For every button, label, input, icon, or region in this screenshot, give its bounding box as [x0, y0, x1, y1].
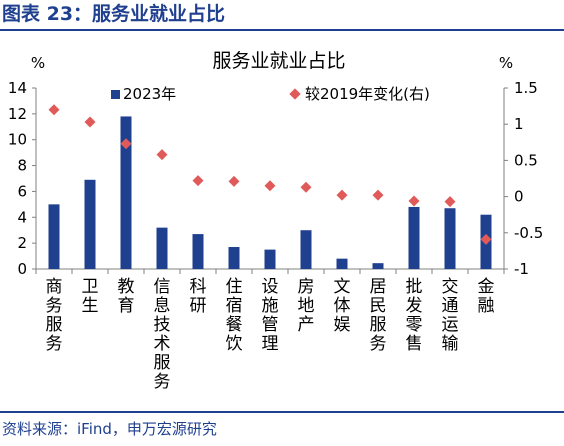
left-tick-label: 4 [17, 208, 27, 226]
category-label: 教育 [118, 277, 135, 316]
legend-bar-swatch [111, 90, 120, 99]
bar [264, 249, 276, 269]
legend-marker-label: 较2019年变化(右) [305, 85, 430, 103]
right-tick-label: -1 [514, 260, 529, 278]
left-tick-label: 12 [8, 105, 27, 123]
legend-bar-label: 2023年 [123, 85, 176, 103]
legend: 2023年 较2019年变化(右) [111, 85, 430, 103]
marker-point [120, 138, 132, 150]
bar [408, 206, 420, 269]
left-axis-unit: % [31, 54, 45, 72]
right-tick-label: 0 [514, 188, 524, 206]
category-label: 信息技术服务 [154, 277, 171, 392]
marker-point [228, 175, 240, 187]
chart-title: 服务业就业占比 [212, 50, 345, 72]
bar [120, 116, 132, 269]
bar [48, 204, 60, 269]
right-tick-label: 1.5 [514, 79, 538, 97]
marker-point [336, 189, 348, 201]
marker-point [264, 180, 276, 192]
category-label: 卫生 [82, 277, 99, 316]
left-tick-label: 8 [17, 157, 27, 175]
right-tick-label: 1 [514, 115, 524, 133]
source-rule [0, 411, 564, 413]
category-label: 科研 [190, 277, 207, 316]
marker-point [444, 196, 456, 208]
marker-point [192, 175, 204, 187]
category-label: 文体娱 [334, 277, 351, 335]
right-tick-label: 0.5 [514, 151, 538, 169]
marker-point [300, 181, 312, 193]
bar [444, 208, 456, 269]
bar [300, 230, 312, 269]
category-label: 金融 [478, 277, 495, 316]
left-tick-label: 0 [17, 260, 27, 278]
category-label: 居民服务 [370, 277, 387, 354]
marker-point [84, 116, 96, 128]
marker-point [48, 104, 60, 116]
right-axis: -1 -0.5 0 0.5 1 1.5 [503, 79, 543, 278]
bar [336, 258, 348, 269]
category-label: 房地产 [298, 277, 315, 335]
bar-series [48, 116, 492, 269]
legend-marker-swatch [289, 88, 301, 100]
category-label: 交通运输 [442, 277, 459, 354]
bar [192, 234, 204, 269]
marker-point [372, 189, 384, 201]
bar [84, 179, 96, 269]
category-label: 设施管理 [262, 277, 279, 354]
category-label: 商务服务 [46, 277, 63, 354]
left-tick-label: 14 [8, 79, 27, 97]
bar [156, 227, 168, 269]
service-employment-chart: 服务业就业占比 % % 2023年 较2019年变化(右) 0246810121… [8, 50, 543, 392]
bar [372, 263, 384, 269]
source-note: 资料来源：iFind，申万宏源研究 [2, 420, 217, 438]
marker-point [480, 233, 492, 245]
left-tick-label: 2 [17, 234, 27, 252]
marker-point [156, 149, 168, 161]
category-label: 住宿餐饮 [226, 277, 243, 354]
right-tick-label: -0.5 [514, 224, 543, 242]
figure-label: 图表 23：服务业就业占比 [2, 3, 226, 25]
left-axis: 0 2 4 6 8 10 12 14 [8, 79, 505, 278]
marker-point [408, 195, 420, 207]
right-axis-unit: % [499, 54, 513, 72]
category-label: 批发零售 [406, 277, 423, 354]
title-rule [0, 29, 564, 31]
left-tick-label: 6 [17, 182, 27, 200]
left-tick-label: 10 [8, 131, 27, 149]
bar [228, 247, 240, 269]
marker-series [48, 104, 492, 245]
